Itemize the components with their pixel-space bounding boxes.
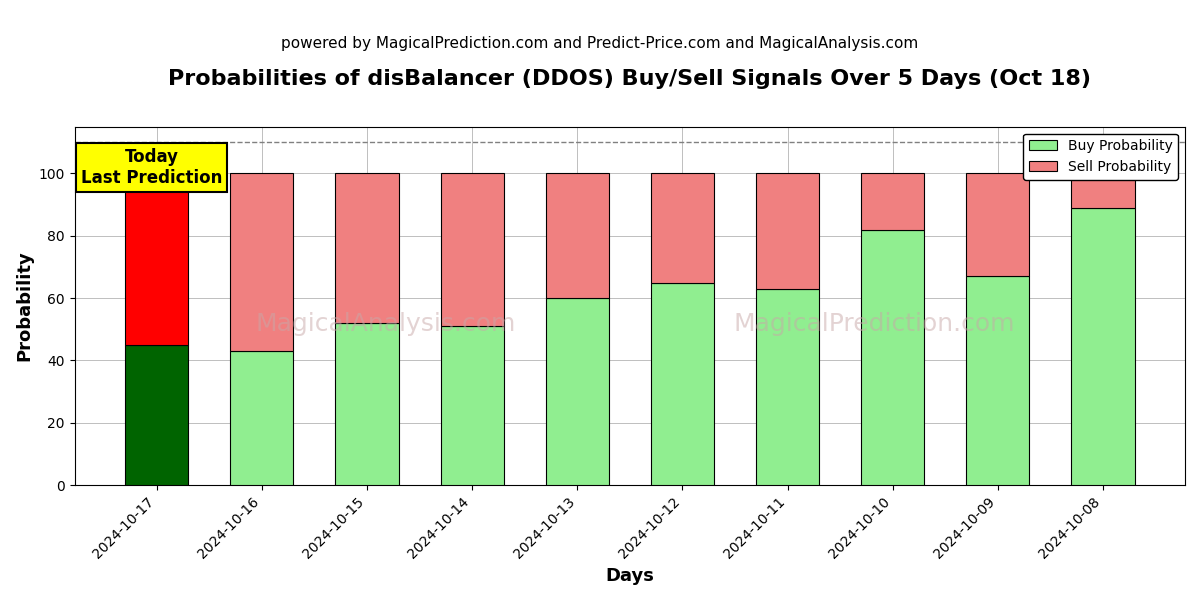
Bar (230, 173, 293, 351)
Bar (650, 173, 714, 283)
Bar (966, 173, 1030, 277)
Bar (756, 173, 820, 289)
Bar (862, 173, 924, 230)
X-axis label: Days: Days (605, 567, 654, 585)
Bar (125, 345, 188, 485)
Bar (336, 173, 398, 323)
Text: Today
Last Prediction: Today Last Prediction (80, 148, 222, 187)
Bar (650, 283, 714, 485)
Bar (546, 298, 608, 485)
Bar (336, 323, 398, 485)
Bar (756, 289, 820, 485)
Title: Probabilities of disBalancer (DDOS) Buy/Sell Signals Over 5 Days (Oct 18): Probabilities of disBalancer (DDOS) Buy/… (168, 69, 1091, 89)
Bar (1072, 208, 1134, 485)
Text: MagicalAnalysis.com: MagicalAnalysis.com (256, 312, 516, 336)
Bar (230, 351, 293, 485)
Text: powered by MagicalPrediction.com and Predict-Price.com and MagicalAnalysis.com: powered by MagicalPrediction.com and Pre… (281, 36, 919, 51)
Text: MagicalPrediction.com: MagicalPrediction.com (733, 312, 1015, 336)
Bar (125, 173, 188, 345)
Bar (966, 277, 1030, 485)
Bar (1072, 173, 1134, 208)
Legend: Buy Probability, Sell Probability: Buy Probability, Sell Probability (1024, 134, 1178, 179)
Bar (440, 326, 504, 485)
Bar (862, 230, 924, 485)
Bar (546, 173, 608, 298)
Y-axis label: Probability: Probability (16, 251, 34, 361)
Bar (440, 173, 504, 326)
